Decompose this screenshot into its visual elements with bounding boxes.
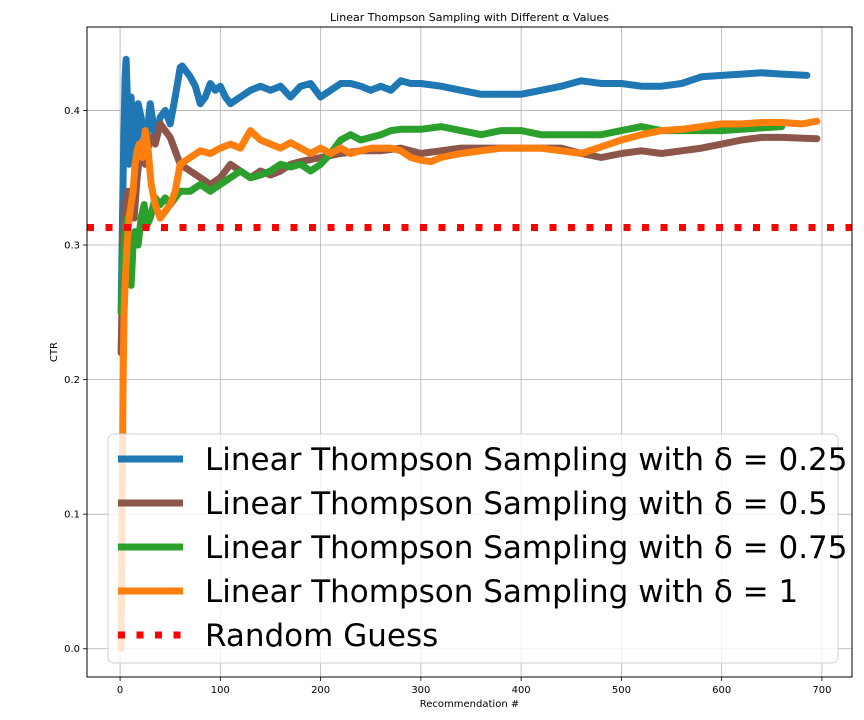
y-tick-label: 0.4	[64, 106, 80, 117]
y-tick-label: 0.1	[64, 510, 80, 521]
series-line-4	[117, 117, 821, 653]
series-layer	[87, 55, 852, 653]
series-line-3	[117, 123, 786, 316]
x-tick-label: 200	[311, 685, 330, 696]
y-tick-label: 0.2	[64, 375, 80, 386]
y-axis-label: CTR	[49, 342, 60, 362]
x-axis-label: Recommendation #	[420, 699, 519, 710]
x-tick-label: 0	[117, 685, 123, 696]
y-tick-label: 0.0	[64, 644, 80, 655]
legend-label-4: Linear Thompson Sampling with δ = 1	[205, 574, 798, 610]
legend-label-3: Linear Thompson Sampling with δ = 0.75	[205, 530, 848, 566]
x-tick-label: 400	[512, 685, 531, 696]
y-tick-label: 0.3	[64, 241, 80, 252]
chart-title: Linear Thompson Sampling with Different …	[330, 11, 609, 24]
x-tick-label: 300	[411, 685, 430, 696]
legend-box	[107, 433, 839, 664]
x-tick-label: 700	[812, 685, 831, 696]
legend-label-1: Linear Thompson Sampling with δ = 0.25	[205, 442, 848, 478]
plot-frame	[86, 26, 853, 678]
x-tick-label: 100	[211, 685, 230, 696]
series-line-2	[117, 120, 821, 357]
x-tick-label: 500	[612, 685, 631, 696]
x-tick-label: 600	[712, 685, 731, 696]
legend-label-2: Linear Thompson Sampling with δ = 0.5	[205, 486, 828, 522]
legend: Linear Thompson Sampling with δ = 0.25 Li…	[107, 433, 848, 664]
axis-ticks: 0 100 200 300 400 500 600 700 0.0 0.1 0.2 0.3 0.4	[64, 106, 831, 696]
legend-label-5: Random Guess	[205, 618, 438, 654]
